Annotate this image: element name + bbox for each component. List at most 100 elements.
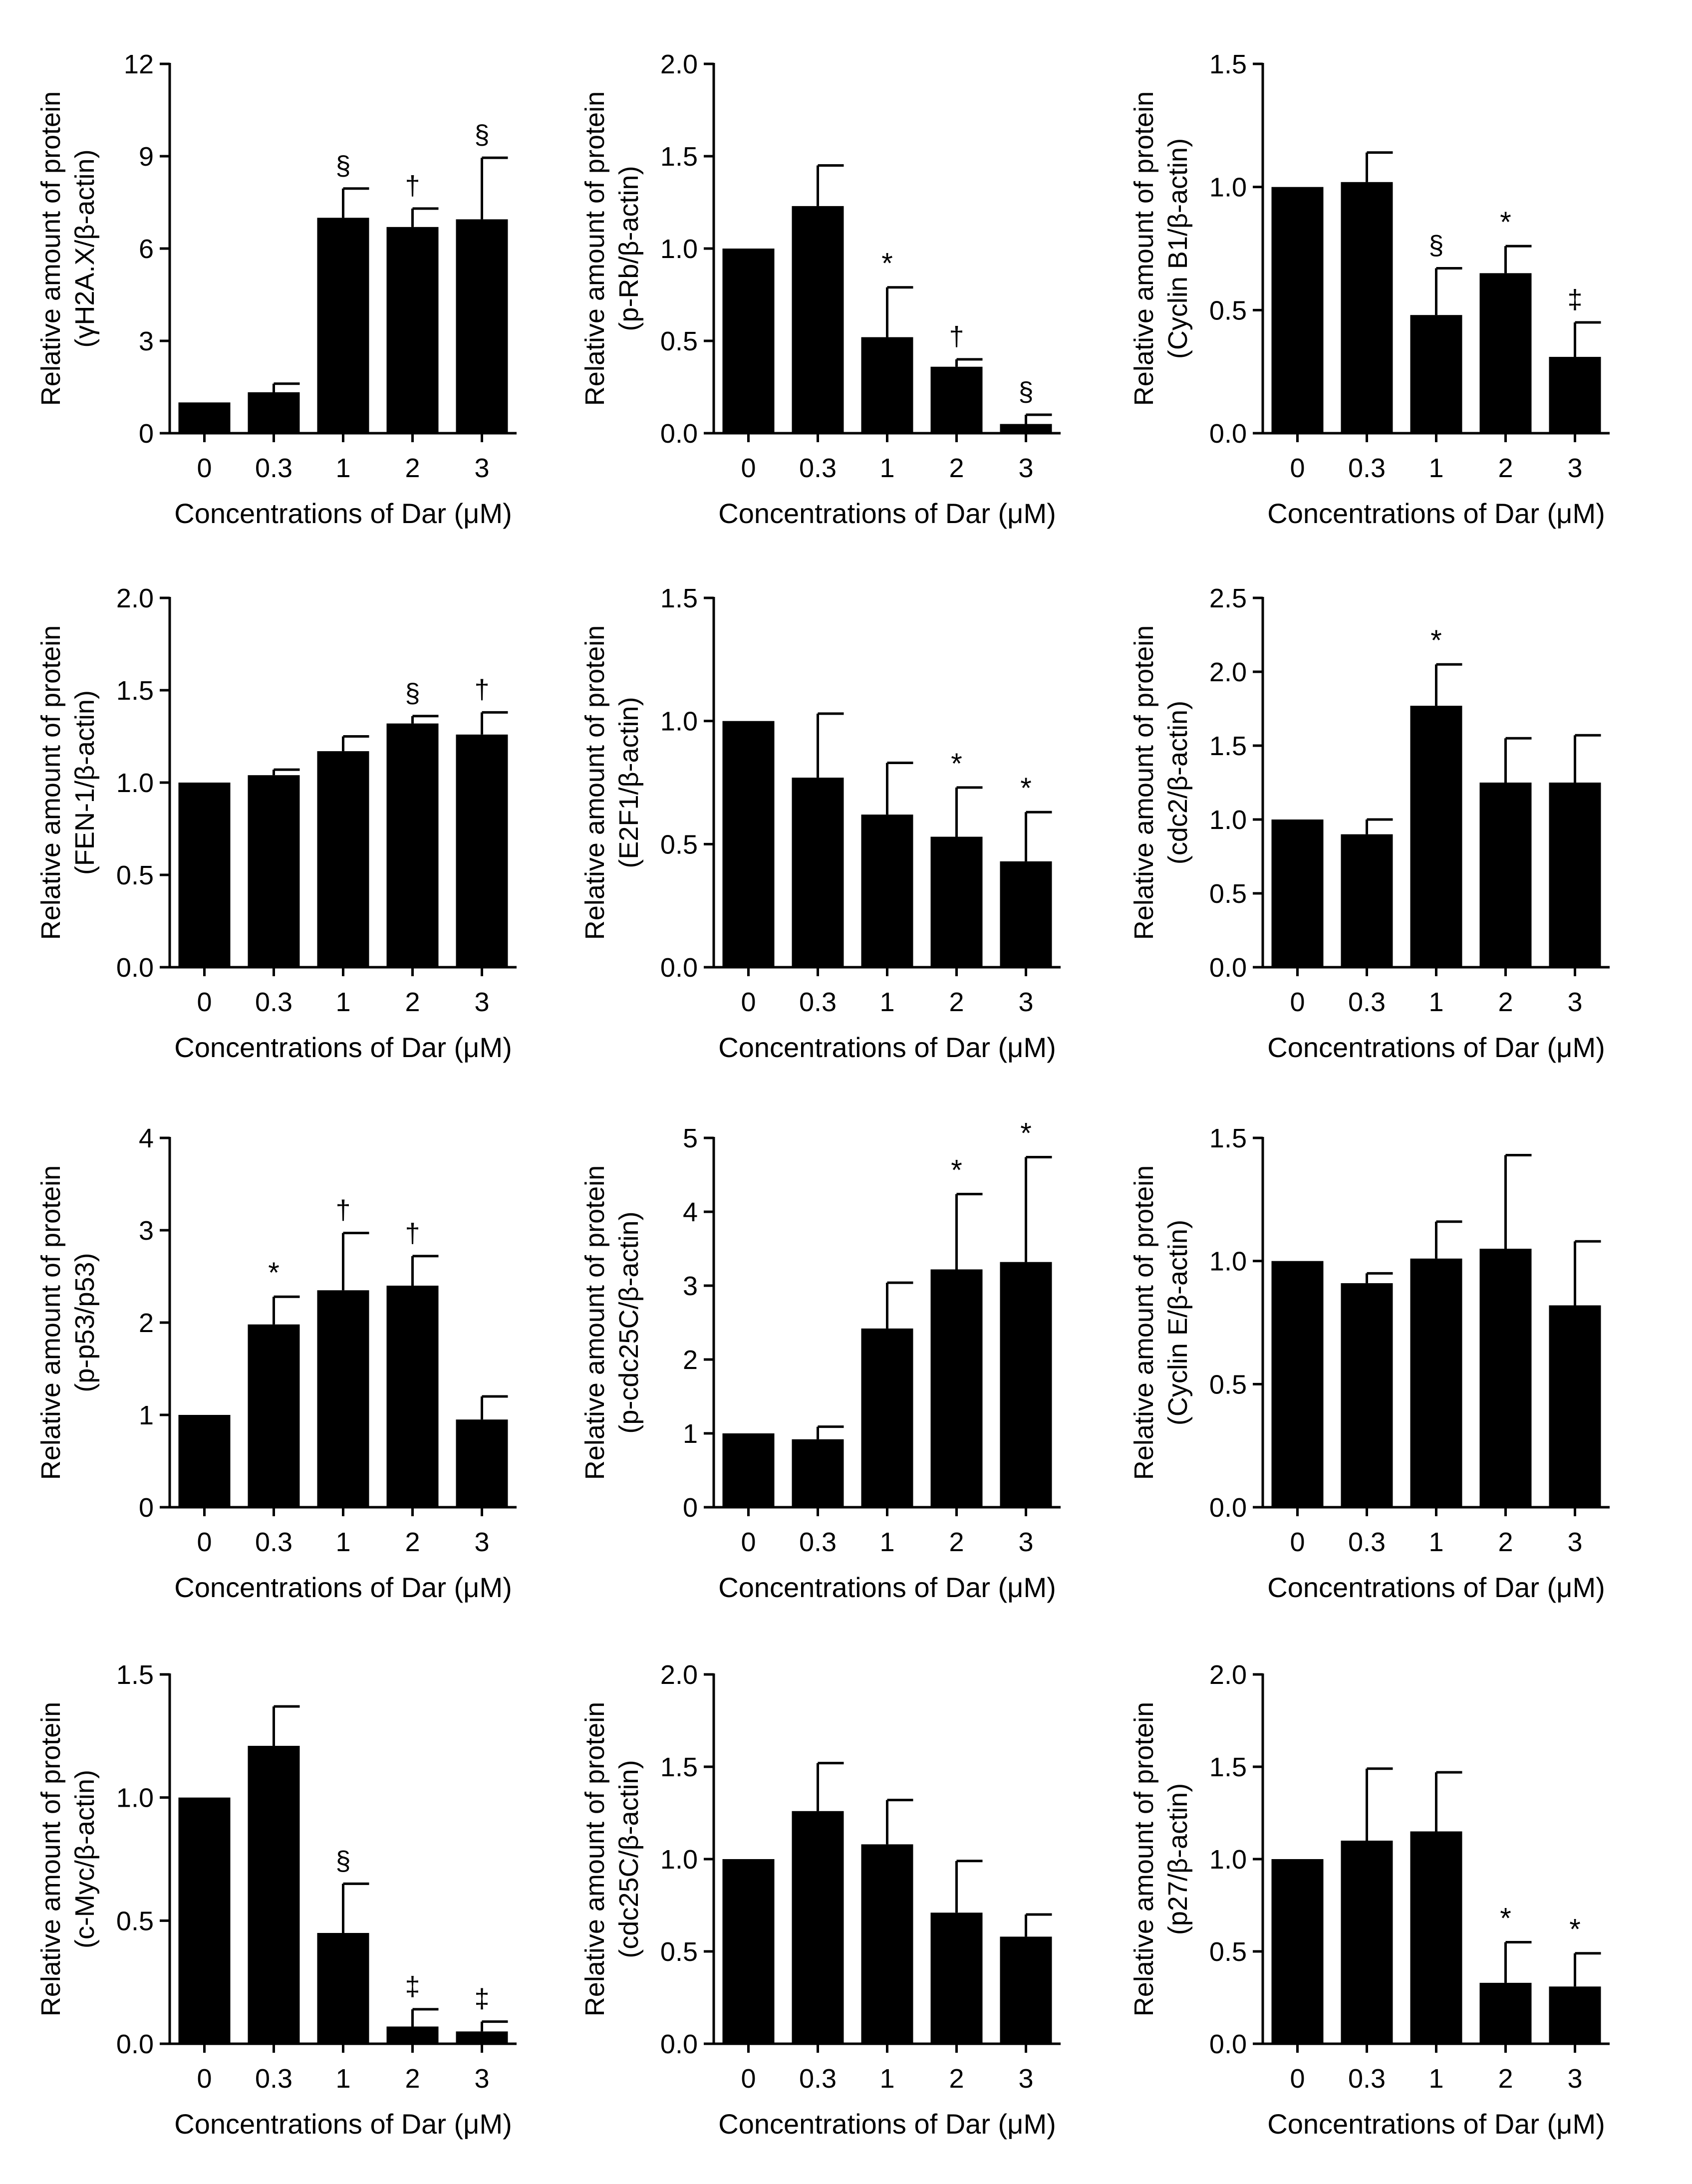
- y-tick-label: 1.5: [1209, 49, 1247, 79]
- x-tick-label: 1: [1428, 453, 1443, 483]
- x-tick-label: 0.3: [1348, 453, 1386, 483]
- x-tick-label: 2: [1498, 453, 1513, 483]
- x-tick-label: 0.3: [799, 987, 837, 1017]
- x-tick-label: 0: [741, 1527, 756, 1557]
- bar-p27-3: [1479, 1982, 1532, 2044]
- y-tick-label: 6: [139, 234, 154, 264]
- x-axis-label: Concentrations of Dar (μM): [1267, 1572, 1605, 1603]
- x-axis-label: Concentrations of Dar (μM): [174, 2108, 512, 2140]
- y-tick-label: 1.5: [116, 676, 154, 706]
- y-tick-label: 1.5: [116, 1660, 154, 1690]
- y-tick-label: 0.0: [1209, 419, 1247, 449]
- bar-cdc25c-4: [1000, 1936, 1052, 2044]
- bar-cyclin-b1-2: [1410, 315, 1462, 433]
- x-tick-label: 2: [949, 453, 964, 483]
- bar-cdc25c-0: [722, 1859, 775, 2044]
- bar-cdc25c-3: [930, 1912, 983, 2044]
- bar-gamma-h2ax-4: [456, 219, 508, 433]
- x-tick-label: 0.3: [255, 453, 292, 483]
- y-tick-label: 0.0: [1209, 953, 1247, 983]
- y-tick-label: 1.5: [1209, 1123, 1247, 1153]
- significance-mark: §: [405, 678, 420, 708]
- y-tick-label: 0.0: [660, 953, 698, 983]
- y-tick-label: 1.0: [116, 1783, 154, 1813]
- significance-mark: §: [335, 1846, 350, 1876]
- significance-mark: §: [1018, 377, 1033, 407]
- y-tick-label: 0.0: [116, 953, 154, 983]
- bar-p-rb-4: [1000, 424, 1052, 433]
- x-tick-label: 0: [1290, 453, 1305, 483]
- bar-p-cdc25c-0: [722, 1433, 775, 1507]
- x-tick-label: 2: [1498, 1527, 1513, 1557]
- x-tick-label: 1: [1428, 987, 1443, 1017]
- y-tick-label: 0.5: [1209, 1937, 1247, 1967]
- x-tick-label: 3: [1567, 453, 1582, 483]
- bar-p-p53-0: [178, 1415, 231, 1507]
- x-tick-label: 2: [1498, 987, 1513, 1017]
- y-axis-label-line2: (p-cdc25C/β-actin): [614, 1211, 644, 1433]
- y-tick-label: 0.0: [1209, 2029, 1247, 2059]
- bar-p-cdc25c-3: [930, 1269, 983, 1507]
- bar-c-myc-2: [317, 1933, 369, 2044]
- bar-p27-0: [1271, 1859, 1324, 2044]
- significance-mark: *: [1020, 1117, 1032, 1149]
- bar-cdc25c-1: [792, 1811, 844, 2044]
- bar-e2f1-2: [861, 815, 913, 967]
- bar-cyclin-b1-3: [1479, 273, 1532, 433]
- x-tick-label: 2: [949, 1527, 964, 1557]
- y-tick-label: 1.0: [1209, 173, 1247, 203]
- x-tick-label: 0.3: [255, 1527, 292, 1557]
- y-tick-label: 4: [139, 1123, 154, 1153]
- y-tick-label: 0.5: [660, 1937, 698, 1967]
- bar-cyclin-b1-0: [1271, 187, 1324, 433]
- bar-fen-1-3: [386, 723, 439, 967]
- bar-cdc2-2: [1410, 706, 1462, 967]
- y-tick-label: 0.0: [116, 2029, 154, 2059]
- bar-c-myc-4: [456, 2031, 508, 2044]
- x-tick-label: 0.3: [1348, 2064, 1386, 2094]
- bar-p-p53-4: [456, 1419, 508, 1507]
- x-axis-label: Concentrations of Dar (μM): [1267, 498, 1605, 529]
- x-tick-label: 3: [1567, 987, 1582, 1017]
- bar-p-cdc25c-1: [792, 1439, 844, 1507]
- bar-cdc25c-2: [861, 1844, 913, 2044]
- x-axis-label: Concentrations of Dar (μM): [1267, 2108, 1605, 2140]
- bar-fen-1-4: [456, 734, 508, 967]
- bar-cyclin-b1-1: [1341, 182, 1393, 433]
- bar-p27-1: [1341, 1841, 1393, 2044]
- y-tick-label: 0.5: [1209, 879, 1247, 909]
- y-axis-label-line1: Relative amount of protein: [580, 1165, 610, 1480]
- panel-p-rb: 0 0.3 * 1 † 2 § 3 0.0 0.5 1.0 1.5 2.0 Concentrations …: [580, 49, 1061, 529]
- x-axis-label: Concentrations of Dar (μM): [718, 2108, 1056, 2140]
- bar-p-p53-1: [248, 1324, 300, 1507]
- x-tick-label: 1: [879, 987, 894, 1017]
- x-tick-label: 3: [474, 987, 489, 1017]
- y-tick-label: 1.5: [660, 142, 698, 172]
- y-tick-label: 1: [139, 1400, 154, 1430]
- significance-mark: *: [1020, 772, 1032, 805]
- significance-mark: *: [1500, 206, 1511, 239]
- significance-mark: *: [951, 748, 962, 780]
- x-axis-label: Concentrations of Dar (μM): [718, 1572, 1056, 1603]
- x-tick-label: 1: [335, 453, 350, 483]
- bar-cyclin-e-0: [1271, 1261, 1324, 1507]
- bar-p-cdc25c-2: [861, 1328, 913, 1507]
- x-tick-label: 0: [197, 987, 212, 1017]
- x-tick-label: 2: [949, 2064, 964, 2094]
- panel-p-cdc25c: 0 0.3 1 * 2 * 3 0 1 2 3 4 5 Concentrations of Dar (μM…: [580, 1117, 1061, 1603]
- y-tick-label: 1.0: [116, 768, 154, 798]
- y-tick-label: 1.0: [1209, 1845, 1247, 1875]
- significance-mark: †: [405, 171, 420, 201]
- y-axis-label-line1: Relative amount of protein: [1129, 1165, 1159, 1480]
- y-tick-label: 9: [139, 142, 154, 172]
- y-axis-label-line2: (p27/β-actin): [1163, 1783, 1193, 1935]
- x-axis-label: Concentrations of Dar (μM): [718, 1032, 1056, 1063]
- bar-cdc2-0: [1271, 819, 1324, 967]
- y-tick-label: 2.0: [1209, 657, 1247, 687]
- y-axis-label-line2: (Cyclin B1/β-actin): [1163, 138, 1193, 359]
- bar-p-rb-2: [861, 337, 913, 433]
- panel-cyclin-b1: 0 0.3 § 1 * 2 ‡ 3 0.0 0.5 1.0 1.5 Concentrations of …: [1129, 49, 1610, 529]
- x-tick-label: 0: [197, 1527, 212, 1557]
- x-tick-label: 0.3: [255, 2064, 292, 2094]
- y-tick-label: 0.5: [1209, 1369, 1247, 1399]
